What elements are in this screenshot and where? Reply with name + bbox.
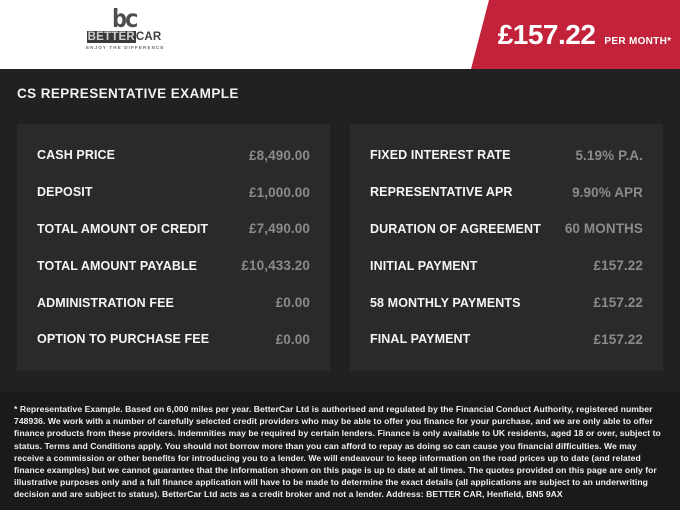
row-label: ADMINISTRATION FEE	[37, 295, 174, 310]
row-label: TOTAL AMOUNT OF CREDIT	[37, 221, 209, 236]
monthly-price-amount: £157.22	[497, 19, 596, 50]
row-value: £0.00	[275, 331, 310, 347]
table-row-interest-rate: FIXED INTEREST RATE 5.19% P.A.	[370, 137, 643, 174]
table-row-total-payable: TOTAL AMOUNT PAYABLE £10,433.20	[37, 247, 310, 284]
row-label: DEPOSIT	[37, 185, 93, 200]
row-label: DURATION OF AGREEMENT	[370, 221, 541, 236]
table-row-final-payment: FINAL PAYMENT £157.22	[370, 321, 643, 358]
monthly-price-suffix: PER MONTH*	[604, 36, 672, 47]
row-value: 5.19% P.A.	[575, 147, 643, 163]
row-value: £8,490.00	[249, 147, 310, 163]
table-row-admin-fee: ADMINISTRATION FEE £0.00	[37, 284, 310, 321]
row-value: £157.22	[593, 331, 643, 347]
row-label: INITIAL PAYMENT	[370, 258, 478, 273]
table-row-duration: DURATION OF AGREEMENT 60 MONTHS	[370, 211, 643, 248]
finance-panel-right: FIXED INTEREST RATE 5.19% P.A. REPRESENT…	[350, 124, 663, 371]
table-row-deposit: DEPOSIT £1,000.00	[37, 174, 310, 211]
row-label: FINAL PAYMENT	[370, 332, 471, 347]
bettercar-logo: bc BETTERCAR ENJOY THE DIFFERENCE	[86, 4, 165, 50]
table-row-apr: REPRESENTATIVE APR 9.90% APR	[370, 174, 643, 211]
disclaimer-text: * Representative Example. Based on 6,000…	[14, 404, 661, 500]
logo-tagline: ENJOY THE DIFFERENCE	[86, 44, 165, 50]
logo-brand-secondary: CAR	[135, 31, 162, 43]
table-row-initial-payment: INITIAL PAYMENT £157.22	[370, 247, 643, 284]
row-label: FIXED INTEREST RATE	[370, 148, 511, 163]
finance-panels: CASH PRICE £8,490.00 DEPOSIT £1,000.00 T…	[17, 124, 663, 371]
logo-wordmark: BETTERCAR	[86, 31, 162, 44]
row-value: £1,000.00	[249, 184, 310, 200]
row-value: £157.22	[593, 295, 643, 311]
row-value: £157.22	[593, 258, 643, 274]
row-value: £10,433.20	[241, 258, 310, 274]
row-value: £7,490.00	[249, 221, 310, 237]
row-label: CASH PRICE	[37, 148, 116, 163]
monthly-price-banner: £157.22 PER MONTH*	[471, 0, 680, 69]
row-value: £0.00	[275, 295, 310, 311]
finance-panel-left: CASH PRICE £8,490.00 DEPOSIT £1,000.00 T…	[17, 124, 330, 371]
row-label: OPTION TO PURCHASE FEE	[37, 332, 210, 347]
logo-monogram-icon: bc	[111, 4, 139, 33]
page-header: bc BETTERCAR ENJOY THE DIFFERENCE £157.2…	[0, 0, 680, 69]
table-row-total-credit: TOTAL AMOUNT OF CREDIT £7,490.00	[37, 211, 310, 248]
row-label: TOTAL AMOUNT PAYABLE	[37, 258, 198, 273]
disclaimer-section: * Representative Example. Based on 6,000…	[0, 392, 680, 510]
section-title: CS REPRESENTATIVE EXAMPLE	[17, 86, 239, 101]
table-row-monthly-payments: 58 MONTHLY PAYMENTS £157.22	[370, 284, 643, 321]
row-label: REPRESENTATIVE APR	[370, 185, 513, 200]
row-value: 9.90% APR	[572, 184, 643, 200]
representative-example-section: CS REPRESENTATIVE EXAMPLE CASH PRICE £8,…	[0, 69, 680, 392]
logo-brand-primary: BETTER	[86, 31, 136, 43]
table-row-option-fee: OPTION TO PURCHASE FEE £0.00	[37, 321, 310, 358]
row-value: 60 MONTHS	[564, 221, 643, 237]
table-row-cash-price: CASH PRICE £8,490.00	[37, 137, 310, 174]
row-label: 58 MONTHLY PAYMENTS	[370, 295, 521, 310]
